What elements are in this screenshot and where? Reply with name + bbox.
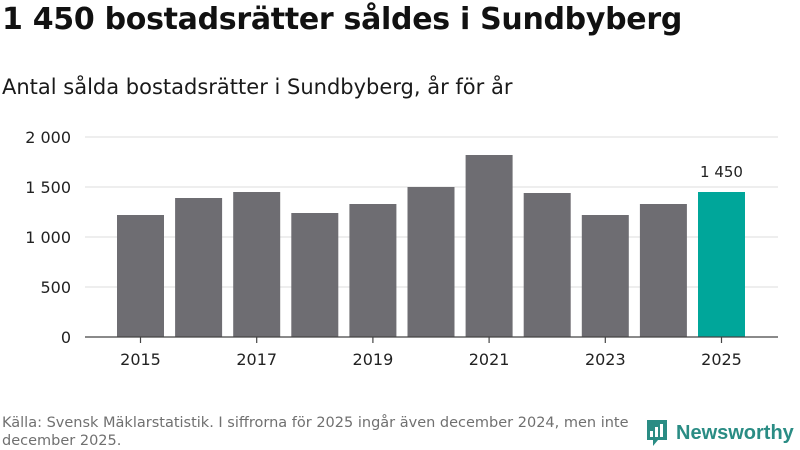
bar-2024 <box>639 204 687 337</box>
brand-name: Newsworthy <box>676 421 794 444</box>
y-tick-label: 500 <box>40 278 71 297</box>
data-label-2025: 1 450 <box>700 163 743 181</box>
y-tick-label: 1 000 <box>25 228 71 247</box>
bar-2022 <box>523 193 571 337</box>
bar-2023 <box>581 215 629 337</box>
bar-2016 <box>175 198 223 337</box>
x-tick-label: 2023 <box>585 350 626 369</box>
bar-2018 <box>291 213 339 337</box>
x-tick-label: 2025 <box>701 350 742 369</box>
bar-2025 <box>698 192 745 337</box>
bar-2015 <box>117 215 164 337</box>
bar-chart: 0 500 1 000 1 500 2 000 2015 2017 2019 2021 2023 2… <box>25 128 778 369</box>
x-tick-label: 2021 <box>469 350 510 369</box>
chart-title: 1 450 bostadsrätter såldes i Sundbyberg <box>2 2 682 37</box>
chart-subtitle: Antal sålda bostadsrätter i Sundbyberg, … <box>2 75 513 99</box>
source-note: Källa: Svensk Mäklarstatistik. I siffror… <box>2 415 629 449</box>
y-tick-label: 0 <box>61 328 71 347</box>
bar-2020 <box>407 187 455 337</box>
bar-2021 <box>465 155 513 337</box>
x-tick-label: 2015 <box>120 350 161 369</box>
brand-logo: Newsworthy <box>645 418 794 448</box>
y-tick-label: 1 500 <box>25 178 71 197</box>
bar-chart-speech-bubble-icon <box>647 420 667 446</box>
x-tick-label: 2017 <box>236 350 277 369</box>
x-tick-label: 2019 <box>353 350 394 369</box>
y-tick-label: 2 000 <box>25 128 71 147</box>
bar-2019 <box>349 204 397 337</box>
bar-2017 <box>233 192 281 337</box>
